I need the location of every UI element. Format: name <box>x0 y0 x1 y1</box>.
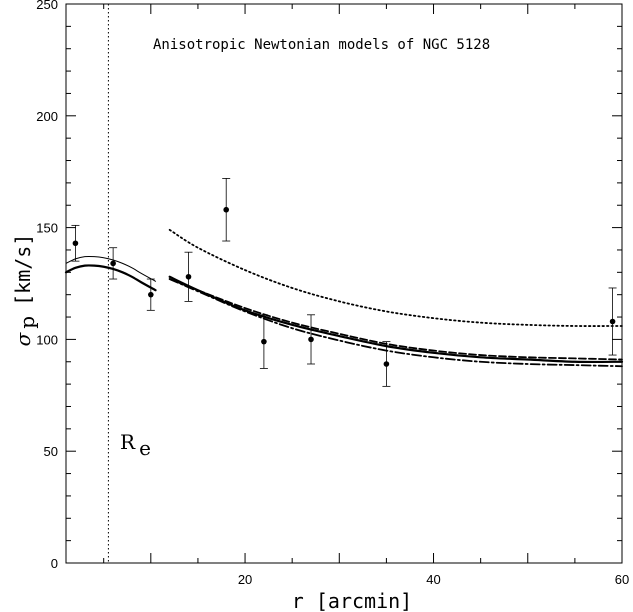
svg-text:σ p [km/s]: σ p [km/s] <box>11 234 39 347</box>
x-tick-label: 40 <box>426 572 440 587</box>
data-point-4 <box>184 251 193 302</box>
y-tick-label: 250 <box>36 0 58 12</box>
y-tick-label: 0 <box>51 556 58 571</box>
series-line-3-solid-thick <box>168 275 624 364</box>
data-marker <box>609 318 616 325</box>
x-tick-label: 20 <box>238 572 252 587</box>
data-point-2 <box>109 247 118 280</box>
series-line-5-dash-dot <box>168 278 623 368</box>
series-line-6-dotted <box>168 228 623 327</box>
y-tick-label: 100 <box>36 332 58 347</box>
plot-frame <box>65 3 623 564</box>
y-axis-symbol: σ <box>11 331 35 346</box>
y-axis-units: [km/s] <box>11 234 35 306</box>
y-tick-label: 200 <box>36 109 58 124</box>
re-label-sub: e <box>139 436 151 460</box>
model-curves <box>64 228 624 368</box>
data-point-7 <box>307 314 316 365</box>
data-marker <box>72 240 79 247</box>
x-axis-label: r [arcmin] <box>292 589 412 612</box>
x-tick-label: 60 <box>615 572 629 587</box>
re-label-main: R <box>120 430 136 454</box>
series-line-1-solid-thin <box>65 255 157 282</box>
data-marker <box>148 291 154 298</box>
plot-border <box>65 3 623 564</box>
y-tick-label: 50 <box>44 444 58 459</box>
re-label: R e <box>120 430 151 460</box>
tick-labels: 20 40 60 0 50 100 150 200 250 <box>36 0 629 587</box>
y-axis-label: σ p [km/s] <box>11 234 39 347</box>
series-line-2-solid-thick <box>64 264 157 292</box>
y-axis-subscript: p <box>15 316 39 329</box>
data-point-8 <box>382 341 391 387</box>
chart-title: Anisotropic Newtonian models of NGC 5128 <box>153 37 490 53</box>
data-point-1 <box>71 224 80 262</box>
data-marker <box>110 260 116 267</box>
data-marker <box>223 206 230 213</box>
y-tick-label: 150 <box>36 221 58 236</box>
data-point-9 <box>608 287 617 356</box>
axis-ticks <box>66 4 622 563</box>
data-marker <box>383 361 390 367</box>
data-marker <box>308 336 314 343</box>
data-point-6 <box>259 314 268 369</box>
data-point-3 <box>146 278 155 311</box>
data-point-5 <box>222 178 231 242</box>
data-marker <box>185 273 192 280</box>
data-marker <box>261 338 267 345</box>
observations <box>71 178 617 387</box>
